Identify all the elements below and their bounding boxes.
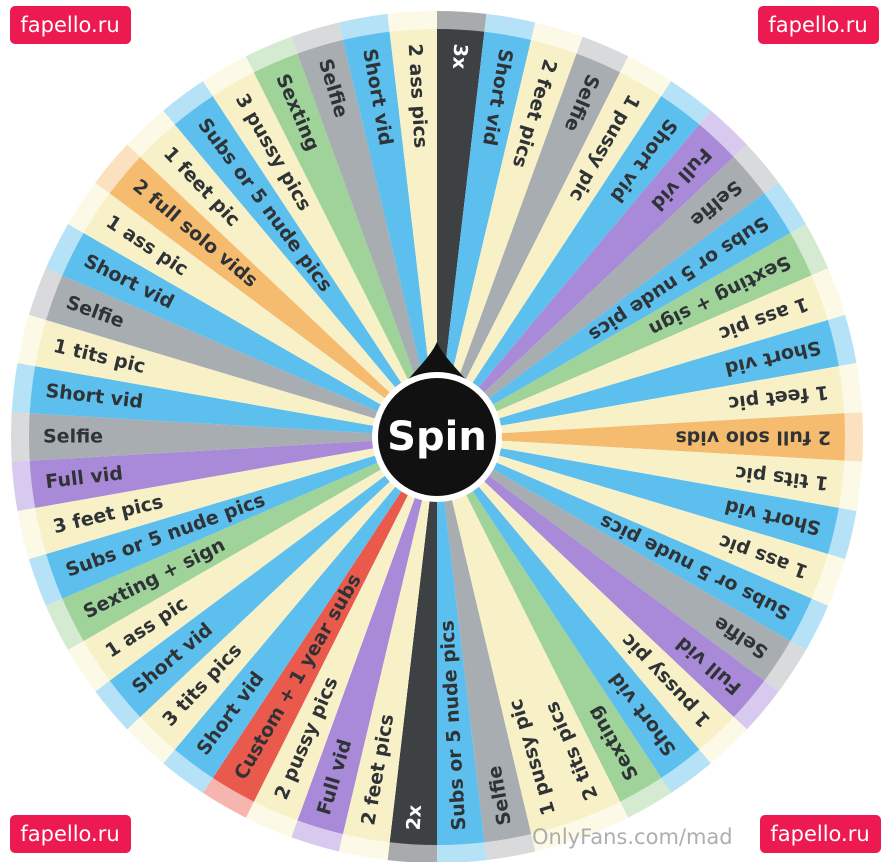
segment [297,39,437,438]
segment [29,413,438,461]
segment-label: Selfie [43,426,103,448]
segment [437,437,485,845]
segment [437,437,621,821]
segment [437,437,828,599]
segment [83,437,438,681]
segment [140,124,437,438]
segment-label: 2x [403,804,426,831]
segment-label-group: Selfie [43,426,103,448]
segment [35,319,438,437]
segment [437,275,828,437]
segment [437,437,700,778]
segment-label: 3x [448,43,471,70]
segment [437,437,839,555]
segment [212,72,437,437]
segment [437,157,765,437]
segment [437,96,700,437]
watermark-badge [758,6,879,44]
watermark-badge [760,815,881,853]
segment [253,437,437,821]
segment [437,233,812,437]
segment [437,31,532,437]
watermark: fapello.ru [20,822,119,846]
segment [253,53,437,438]
segment [437,437,845,508]
segment [46,437,437,599]
watermark: fapello.ru [20,13,119,37]
watermarks: fapello.ru fapello.ru fapello.ru fapello… [10,6,881,853]
spin-circle [372,372,502,502]
spin-label[interactable]: Spin [387,414,487,460]
segment-label-group: 3x [448,43,471,70]
segment [109,157,437,437]
segment [140,437,437,750]
segment [437,413,845,461]
segment [83,193,438,437]
segment-label: 2 full solo vids [675,427,831,449]
watermark-badge [10,815,131,853]
segment-label-group: 2 full solo vids [675,427,831,449]
segment [437,193,791,437]
segment [437,437,765,717]
watermark: fapello.ru [770,822,869,846]
segment [437,437,532,843]
spin-button[interactable]: Spin [372,342,502,502]
segment [437,124,734,438]
footer-watermark: OnlyFans.com/mad [532,825,733,849]
segment [389,437,437,845]
watermark-badge [10,6,131,44]
segment [109,437,437,717]
segment [389,29,437,437]
segment [342,437,437,843]
segment [29,366,437,437]
segment [437,53,621,438]
segment [437,437,734,750]
segment-label-group: 2x [403,804,426,831]
segment [437,366,845,437]
segment [437,437,662,802]
segment [297,437,437,835]
segment [437,437,577,835]
segment [46,275,437,437]
segment [212,437,437,802]
segment [174,96,437,437]
segment [437,319,839,437]
segment [29,437,437,508]
segment [174,437,437,778]
watermark: fapello.ru [768,13,867,37]
segment [437,39,577,438]
segment [342,31,437,437]
segment [62,233,437,437]
segment [35,437,438,555]
segment [437,72,662,437]
segment [437,437,791,681]
segment [437,437,812,641]
segment [62,437,437,641]
segment [437,29,485,437]
